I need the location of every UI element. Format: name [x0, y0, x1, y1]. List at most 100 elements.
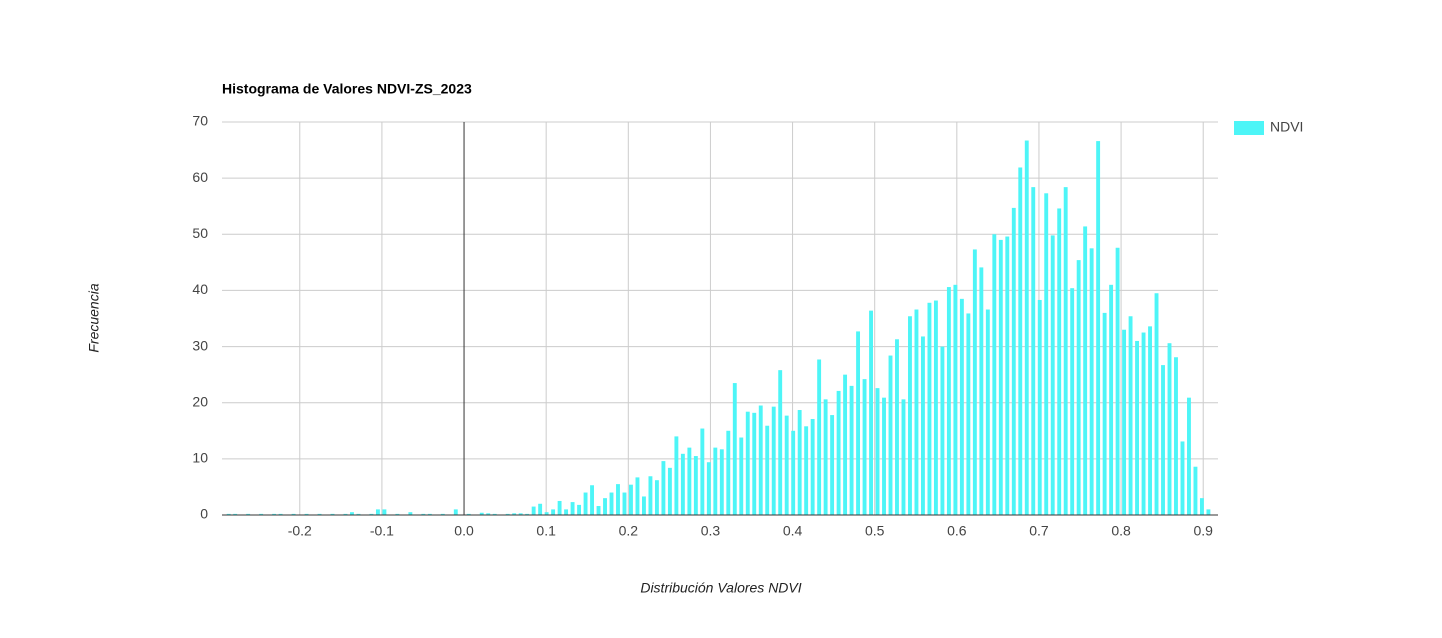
- bar: [654, 480, 659, 515]
- bar: [830, 415, 835, 515]
- bar: [992, 234, 997, 516]
- bar: [518, 513, 523, 515]
- bar: [246, 513, 251, 515]
- bar: [797, 410, 802, 515]
- bar: [693, 456, 698, 515]
- bar: [1154, 293, 1159, 515]
- bar: [609, 492, 614, 515]
- chart-title: Histograma de Valores NDVI-ZS_2023: [222, 81, 472, 97]
- bar: [719, 449, 724, 515]
- bar: [1109, 284, 1114, 515]
- bar: [784, 415, 789, 515]
- bar: [440, 513, 445, 515]
- bar: [1031, 187, 1036, 515]
- bar: [1167, 343, 1172, 515]
- bar: [505, 513, 510, 515]
- bar: [421, 513, 426, 515]
- legend-label: NDVI: [1270, 119, 1303, 135]
- bar: [330, 513, 335, 515]
- bar: [661, 461, 666, 515]
- legend-swatch: [1234, 121, 1264, 135]
- x-tick-label: 0.7: [1029, 523, 1049, 539]
- bar: [382, 509, 387, 515]
- bar: [713, 447, 718, 515]
- x-tick-label: 0.9: [1193, 523, 1213, 539]
- y-tick-label: 50: [192, 225, 208, 241]
- x-tick-label: 0.1: [536, 523, 556, 539]
- bar: [226, 513, 231, 515]
- bar: [375, 509, 380, 515]
- bar: [927, 302, 932, 515]
- bar: [1057, 208, 1062, 515]
- bar: [985, 309, 990, 515]
- bar: [933, 300, 938, 515]
- bar: [862, 379, 867, 515]
- bar: [531, 506, 536, 515]
- bar: [304, 513, 309, 515]
- bar: [466, 513, 471, 515]
- bar: [856, 331, 861, 515]
- bar: [667, 467, 672, 515]
- bar: [596, 506, 601, 515]
- bar: [1005, 236, 1010, 515]
- bar: [1128, 316, 1133, 515]
- bar: [1122, 329, 1127, 515]
- bar: [1037, 299, 1042, 515]
- bar: [1011, 207, 1016, 516]
- bar: [1024, 140, 1029, 515]
- x-tick-label: 0.8: [1111, 523, 1131, 539]
- bar: [603, 498, 607, 515]
- bar: [395, 513, 400, 515]
- bar: [622, 492, 627, 515]
- bar: [1076, 260, 1081, 515]
- bar: [959, 298, 964, 515]
- bar: [700, 428, 705, 515]
- bar: [492, 513, 497, 515]
- bar: [635, 477, 640, 515]
- bar: [745, 411, 750, 515]
- bar: [1102, 312, 1107, 515]
- bar: [843, 374, 848, 515]
- bar: [525, 513, 530, 515]
- bar: [674, 436, 679, 515]
- bar: [479, 512, 484, 515]
- y-tick-label: 70: [192, 113, 208, 129]
- bar: [1050, 235, 1055, 515]
- bar: [817, 359, 822, 515]
- bar: [836, 390, 841, 515]
- bar: [765, 425, 770, 515]
- bar: [1083, 226, 1088, 515]
- y-tick-label: 60: [192, 169, 208, 185]
- bar: [291, 513, 296, 515]
- bar: [408, 512, 413, 515]
- bar: [1141, 332, 1146, 515]
- bar: [1135, 340, 1140, 515]
- bar: [882, 397, 886, 515]
- bar: [1115, 247, 1120, 515]
- bar: [233, 513, 238, 515]
- x-tick-label: -0.1: [370, 523, 394, 539]
- y-tick-label: 10: [192, 450, 208, 466]
- x-axis-title: Distribución Valores NDVI: [640, 580, 801, 596]
- bar: [1187, 397, 1191, 515]
- bar: [726, 430, 731, 515]
- bar: [453, 509, 458, 515]
- bar: [259, 513, 264, 515]
- bar: [771, 406, 776, 515]
- bar: [648, 476, 653, 515]
- bar: [680, 453, 685, 515]
- bar: [953, 284, 958, 515]
- bar: [758, 405, 763, 515]
- bar: [583, 492, 588, 515]
- bar: [512, 513, 517, 515]
- x-tick-label: 0.6: [947, 523, 967, 539]
- bar: [1063, 187, 1068, 515]
- bar: [1199, 498, 1204, 515]
- bar: [551, 509, 556, 515]
- bar: [966, 313, 971, 515]
- bar: [317, 513, 322, 515]
- bar: [804, 426, 809, 515]
- y-tick-label: 20: [192, 393, 208, 409]
- bar: [810, 418, 815, 515]
